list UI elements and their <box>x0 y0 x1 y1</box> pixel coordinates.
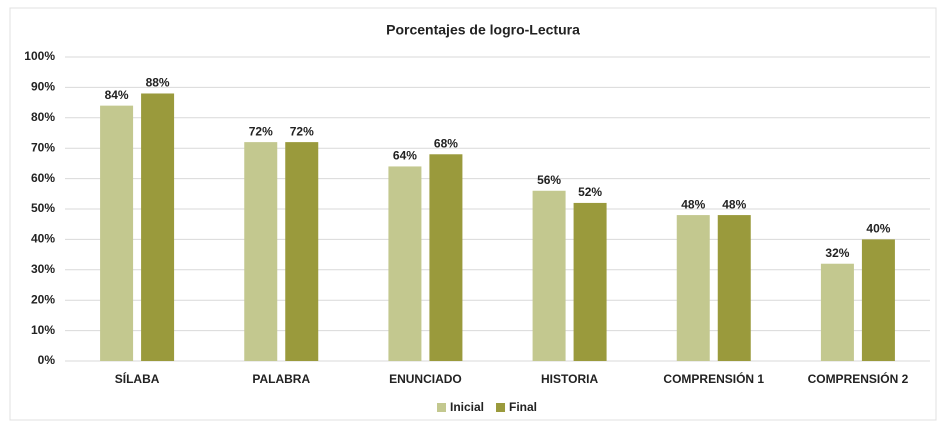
data-label: 72% <box>290 124 314 138</box>
data-label: 48% <box>722 197 746 211</box>
x-tick-label: SÍLABA <box>115 371 160 386</box>
y-tick-label: 80% <box>31 110 55 124</box>
bar <box>573 202 607 361</box>
bar <box>676 215 710 361</box>
y-tick-label: 40% <box>31 232 55 246</box>
x-tick-label: HISTORIA <box>541 372 598 386</box>
data-label: 56% <box>537 173 561 187</box>
legend-swatch <box>437 403 446 412</box>
y-tick-label: 50% <box>31 201 55 215</box>
bar <box>388 166 422 361</box>
x-tick-label: COMPRENSIÓN 2 <box>808 371 909 386</box>
legend-label: Final <box>509 400 537 414</box>
y-tick-label: 20% <box>31 292 55 306</box>
bar <box>717 215 751 361</box>
y-tick-label: 100% <box>24 49 55 63</box>
legend-swatch <box>496 403 506 412</box>
bar <box>285 142 319 361</box>
bar <box>100 105 134 361</box>
x-tick-label: PALABRA <box>252 372 310 386</box>
y-tick-label: 0% <box>38 353 56 367</box>
y-tick-label: 60% <box>31 171 55 185</box>
y-tick-label: 10% <box>31 323 55 337</box>
bar <box>532 190 566 361</box>
chart-title: Porcentajes de logro-Lectura <box>386 22 580 38</box>
x-tick-label: ENUNCIADO <box>389 372 462 386</box>
data-label: 68% <box>434 136 458 150</box>
data-label: 64% <box>393 149 417 163</box>
data-label: 84% <box>105 88 129 102</box>
y-tick-label: 90% <box>31 80 55 94</box>
bar <box>429 154 463 361</box>
legend-label: Inicial <box>450 400 484 414</box>
y-tick-label: 30% <box>31 262 55 276</box>
data-label: 32% <box>825 246 849 260</box>
data-label: 48% <box>681 197 705 211</box>
y-tick-label: 70% <box>31 140 55 154</box>
data-label: 72% <box>249 124 273 138</box>
bar <box>141 93 175 361</box>
data-label: 52% <box>578 185 602 199</box>
x-tick-label: COMPRENSIÓN 1 <box>663 371 764 386</box>
bar <box>861 239 895 361</box>
data-label: 40% <box>866 222 890 236</box>
bar <box>244 142 278 361</box>
bar <box>820 263 854 361</box>
data-label: 88% <box>146 76 170 90</box>
